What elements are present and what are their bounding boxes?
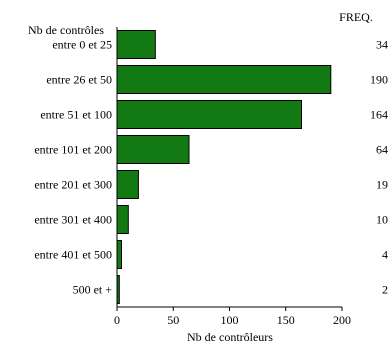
bar-1 [116, 30, 156, 59]
freq-label: 10 [376, 213, 388, 227]
category-label: entre 0 et 25 [52, 38, 112, 52]
x-tick-label: 50 [167, 313, 179, 327]
freq-label: 190 [370, 73, 388, 87]
x-tick-label: 150 [277, 313, 295, 327]
freq-label: 64 [376, 143, 388, 157]
category-label: entre 101 et 200 [34, 143, 112, 157]
bar-4 [116, 135, 190, 164]
category-label: 500 et + [73, 283, 113, 297]
category-axis-title: Nb de contrôles [28, 23, 104, 37]
category-label: entre 301 et 400 [34, 213, 112, 227]
x-tick-label: 0 [114, 313, 120, 327]
bar-6 [116, 205, 129, 234]
bar-5 [116, 170, 139, 199]
category-label: entre 401 et 500 [34, 248, 112, 262]
freq-label: 34 [376, 38, 388, 52]
freq-label: 2 [382, 283, 388, 297]
freq-label: 19 [376, 178, 388, 192]
bar-2 [116, 65, 332, 94]
x-axis-title: Nb de contrôleurs [187, 330, 273, 344]
freq-label: 164 [370, 108, 388, 122]
bar-3 [116, 100, 302, 129]
category-label: entre 26 et 50 [46, 73, 112, 87]
x-tick-label: 200 [333, 313, 351, 327]
bar-7 [116, 240, 122, 269]
bars-group [116, 30, 332, 304]
category-label: entre 51 et 100 [40, 108, 112, 122]
freq-header: FREQ. [339, 10, 373, 24]
freq-label: 4 [382, 248, 388, 262]
category-label: entre 201 et 300 [34, 178, 112, 192]
x-tick-label: 100 [221, 313, 239, 327]
